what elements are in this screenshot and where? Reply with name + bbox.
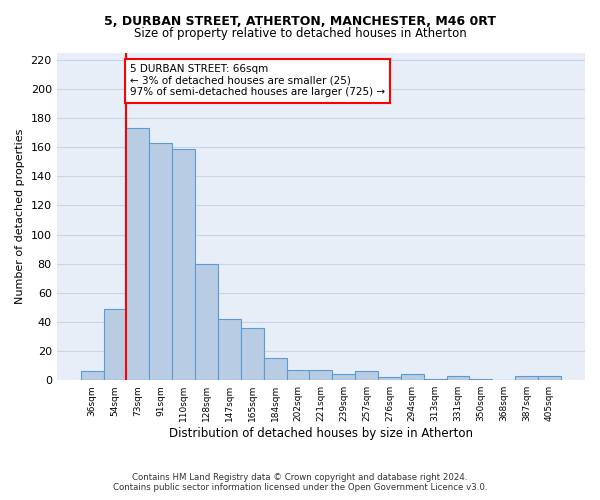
X-axis label: Distribution of detached houses by size in Atherton: Distribution of detached houses by size … (169, 427, 473, 440)
Bar (172, 148, 195, 380)
Text: Size of property relative to detached houses in Atherton: Size of property relative to detached ho… (134, 28, 466, 40)
Bar (195, 264, 218, 380)
Bar (515, 376, 538, 380)
Bar (332, 374, 355, 380)
Text: 5 DURBAN STREET: 66sqm
← 3% of detached houses are smaller (25)
97% of semi-deta: 5 DURBAN STREET: 66sqm ← 3% of detached … (130, 64, 385, 98)
Bar (127, 128, 149, 380)
Text: Contains HM Land Registry data © Crown copyright and database right 2024.
Contai: Contains HM Land Registry data © Crown c… (113, 473, 487, 492)
Bar (446, 376, 469, 380)
Bar (287, 370, 310, 380)
Bar (378, 378, 401, 380)
Bar (401, 374, 424, 380)
Text: 5, DURBAN STREET, ATHERTON, MANCHESTER, M46 0RT: 5, DURBAN STREET, ATHERTON, MANCHESTER, … (104, 15, 496, 28)
Bar (263, 358, 287, 380)
Bar (469, 379, 493, 380)
Bar (218, 319, 241, 380)
Bar (149, 143, 172, 380)
Bar (355, 372, 378, 380)
Y-axis label: Number of detached properties: Number of detached properties (15, 128, 25, 304)
Bar (538, 376, 561, 380)
Bar (80, 372, 104, 380)
Bar (241, 328, 263, 380)
Bar (104, 309, 127, 380)
Bar (424, 379, 446, 380)
Bar (310, 370, 332, 380)
